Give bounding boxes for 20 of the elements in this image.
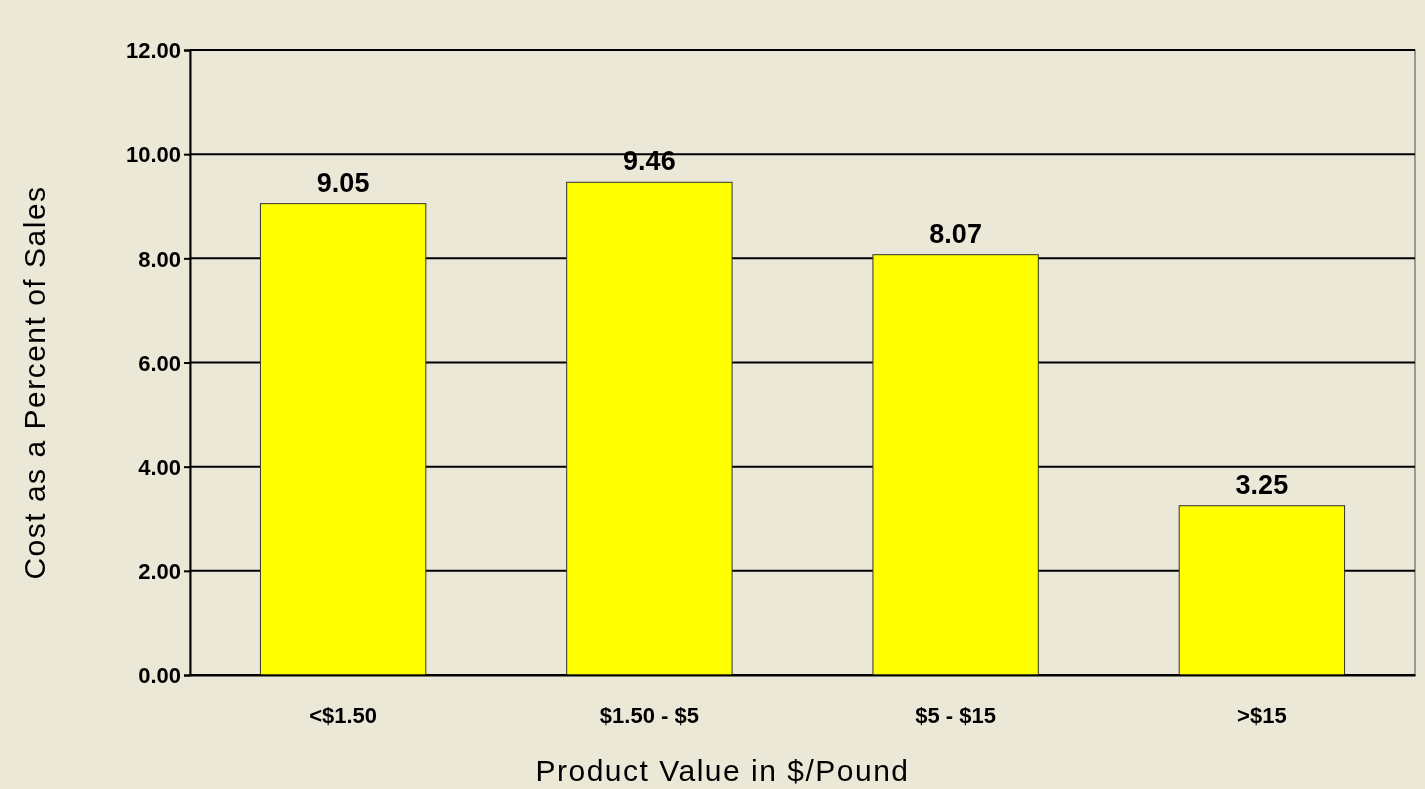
bar	[566, 181, 733, 676]
x-tick-label: $1.50 - $5	[599, 702, 699, 728]
x-tick-label: >$15	[1237, 702, 1287, 728]
y-tick-label: 4.00	[138, 454, 181, 480]
bar	[259, 203, 427, 676]
data-label: 9.05	[316, 167, 370, 198]
y-tick-label: 2.00	[138, 559, 181, 585]
y-tick-label: 8.00	[138, 246, 181, 272]
y-tick-label: 0.00	[138, 663, 181, 689]
bar	[872, 254, 1039, 676]
x-axis-title: Product Value in $/Pound	[535, 754, 910, 787]
x-tick-label: <$1.50	[309, 702, 378, 728]
y-tick-label: 6.00	[138, 350, 181, 376]
y-tick-label: 12.00	[125, 38, 181, 64]
y-axis-title: Cost as a Percent of Sales	[18, 185, 51, 580]
bar	[1178, 505, 1346, 676]
data-label: 3.25	[1235, 469, 1289, 500]
y-tick-label: 10.00	[125, 142, 181, 168]
x-tick-label: $5 - $15	[915, 702, 996, 728]
data-label: 8.07	[929, 218, 982, 249]
